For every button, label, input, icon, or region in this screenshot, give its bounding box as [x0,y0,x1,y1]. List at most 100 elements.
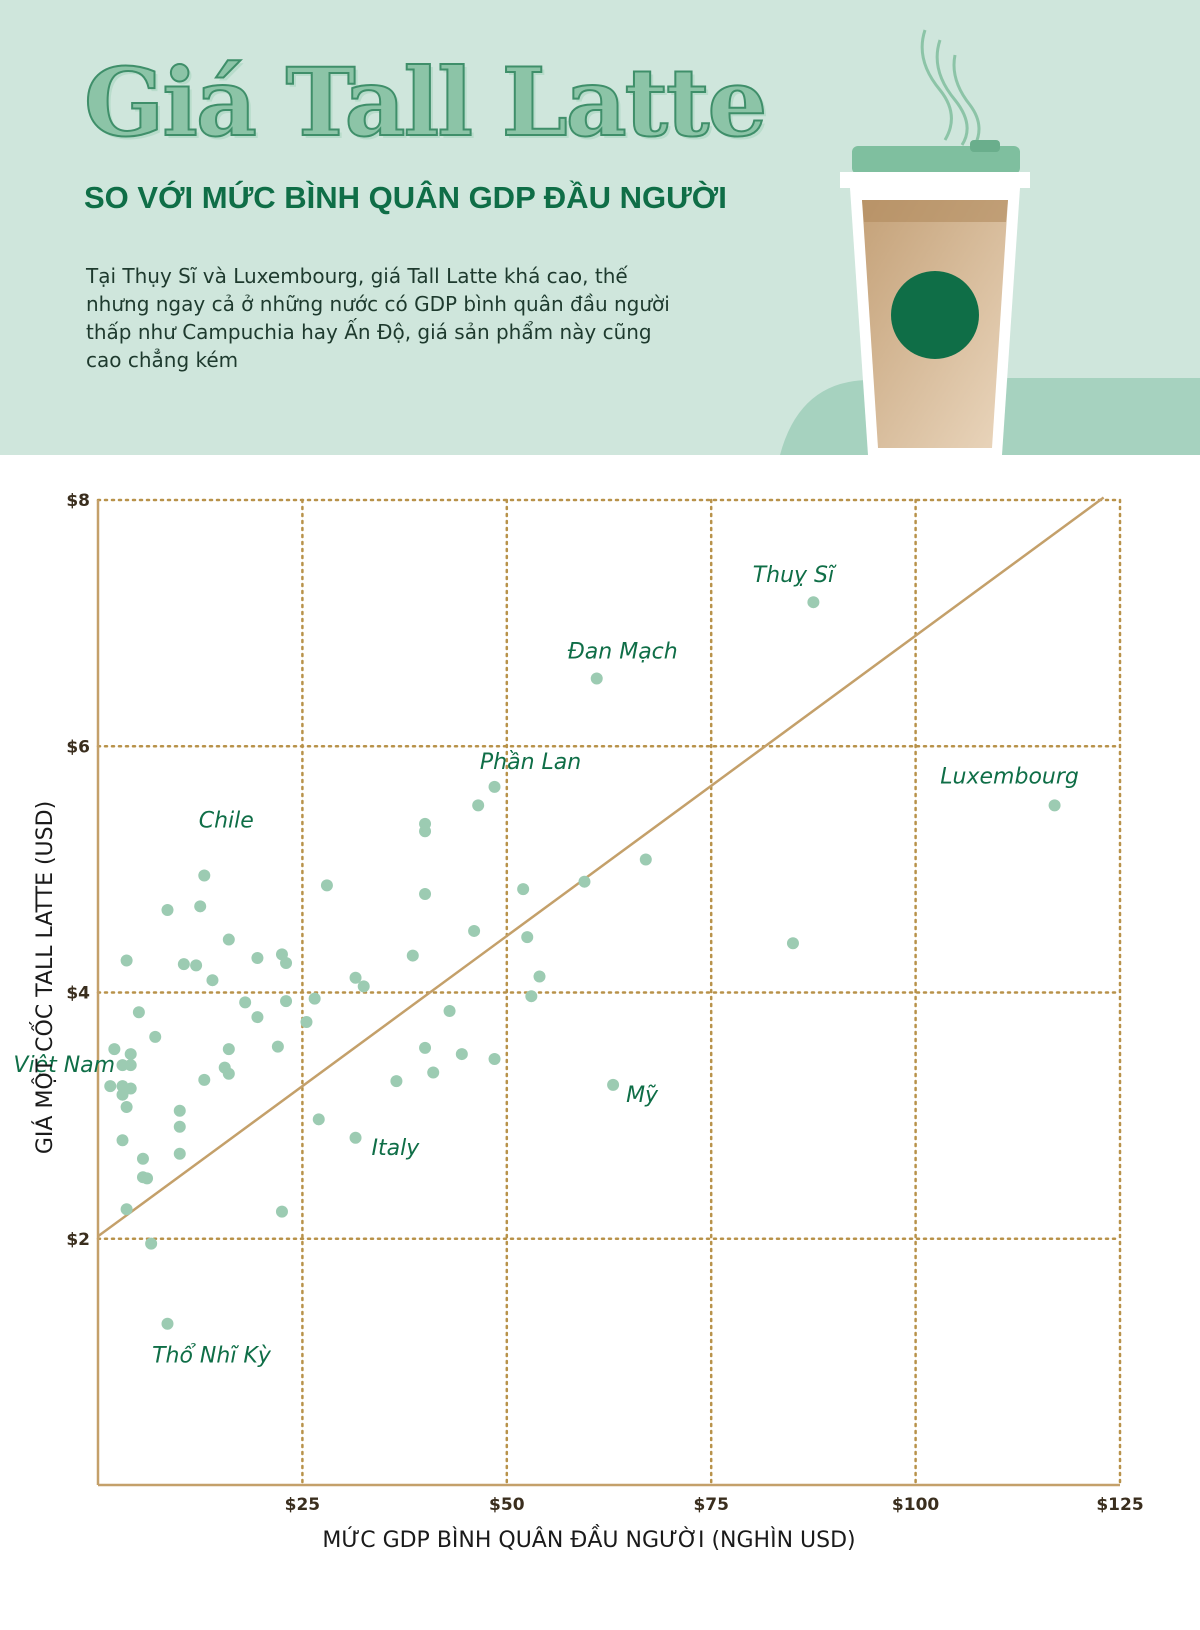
data-point [427,1066,440,1079]
data-point [120,1101,133,1114]
description-line: Tại Thụy Sĩ và Luxembourg, giá Tall Latt… [86,264,628,288]
data-point [349,1131,362,1144]
data-points [104,596,1061,1330]
coffee-cup-illustration [780,0,1200,455]
data-point [173,1147,186,1160]
data-point [251,1011,264,1024]
data-point [198,1073,211,1086]
data-point [206,974,219,987]
data-point [141,1172,154,1185]
data-point [222,1067,235,1080]
grid [96,498,1122,1487]
coffee-cup-icon [780,29,1200,455]
data-point [419,825,432,838]
point-label: Luxembourg [940,764,1079,789]
x-tick-label: $50 [489,1495,525,1515]
data-point [161,1317,174,1330]
data-point [108,1043,121,1056]
data-point [124,1059,137,1072]
data-point [222,1043,235,1056]
x-tick-label: $100 [892,1495,939,1515]
data-point [198,869,211,882]
data-point [275,1205,288,1218]
data-point [607,1078,620,1091]
data-point [136,1152,149,1165]
header-banner: Giá Tall Latte SO VỚI MỨC BÌNH QUÂN GDP … [0,0,1200,455]
description: Tại Thụy Sĩ và Luxembourg, giá Tall Latt… [86,262,726,374]
data-point [468,924,481,937]
data-point [488,780,501,793]
data-point [280,995,293,1008]
x-tick-label: $125 [1096,1495,1143,1515]
x-tick-label: $25 [285,1495,321,1515]
page-title: Giá Tall Latte [83,47,768,159]
data-point [149,1030,162,1043]
axis-ticks: $2 $4 $6 $8 $25 $50 $75 $100 $125 [66,491,1143,1515]
chart-area: Thuỵ Sĩ Đan Mạch Phần Lan Luxembourg Chile Vi… [0,455,1200,1626]
description-line: nhưng ngay cả ở những nước có GDP bình q… [86,292,670,316]
point-label: Việt Nam [13,1053,115,1078]
data-point [390,1075,403,1088]
data-point [173,1104,186,1117]
point-label: Chile [199,809,254,834]
page-subtitle: SO VỚI MỨC BÌNH QUÂN GDP ĐẦU NGƯỜI [84,180,727,215]
data-point [190,959,203,972]
data-point [639,853,652,866]
data-point [173,1120,186,1133]
data-point [320,879,333,892]
description-line: thấp như Campuchia hay Ấn Độ, giá sản ph… [86,320,652,344]
data-point [521,931,534,944]
y-tick-label: $6 [66,737,90,757]
data-point [419,888,432,900]
data-point [533,970,546,983]
data-point [786,937,799,950]
data-point [177,958,190,971]
point-annotations: Thuỵ Sĩ Đan Mạch Phần Lan Luxembourg Chile Vi… [13,563,1078,1369]
point-label: Phần Lan [480,750,581,775]
data-point [239,996,252,1009]
data-point [124,1082,137,1095]
y-tick-label: $8 [66,491,90,511]
point-label: Đan Mạch [568,640,678,665]
point-label: Mỹ [626,1083,659,1108]
data-point [300,1016,313,1029]
data-point [406,949,419,962]
y-axis-label: GIÁ MỘT CỐC TALL LATTE (USD) [29,801,58,1154]
data-point [161,904,174,917]
data-point [488,1052,501,1065]
data-point [525,990,538,1003]
data-point [357,980,370,993]
data-point [194,900,207,913]
data-point [116,1134,129,1147]
data-point [578,875,591,888]
data-point [443,1004,456,1017]
scatter-chart: Thuỵ Sĩ Đan Mạch Phần Lan Luxembourg Chile Vi… [13,491,1143,1553]
data-point [472,799,485,812]
x-tick-label: $75 [693,1495,729,1515]
data-point [251,952,264,965]
data-point [280,956,293,969]
x-axis-label: MỨC GDP BÌNH QUÂN ĐẦU NGƯỜI (NGHÌN USD) [322,1525,855,1553]
data-point [132,1006,145,1019]
point-label: Thổ Nhĩ Kỳ [152,1344,272,1369]
point-label: Thuỵ Sĩ [753,563,837,588]
data-point [222,933,235,946]
data-point [1048,799,1061,812]
data-point [590,672,603,685]
data-point [312,1113,325,1126]
data-point [271,1040,284,1053]
y-tick-label: $4 [66,984,90,1004]
data-point [349,971,362,984]
data-point [145,1237,158,1250]
data-point [807,596,820,609]
y-tick-label: $2 [66,1230,90,1250]
data-point [120,954,133,967]
data-point [308,992,321,1005]
data-point [104,1080,117,1093]
data-point [517,883,530,896]
point-label: Italy [372,1136,421,1161]
data-point [419,1041,432,1054]
description-line: cao chẳng kém [86,348,239,372]
data-point [116,1088,129,1101]
data-point [124,1048,137,1061]
